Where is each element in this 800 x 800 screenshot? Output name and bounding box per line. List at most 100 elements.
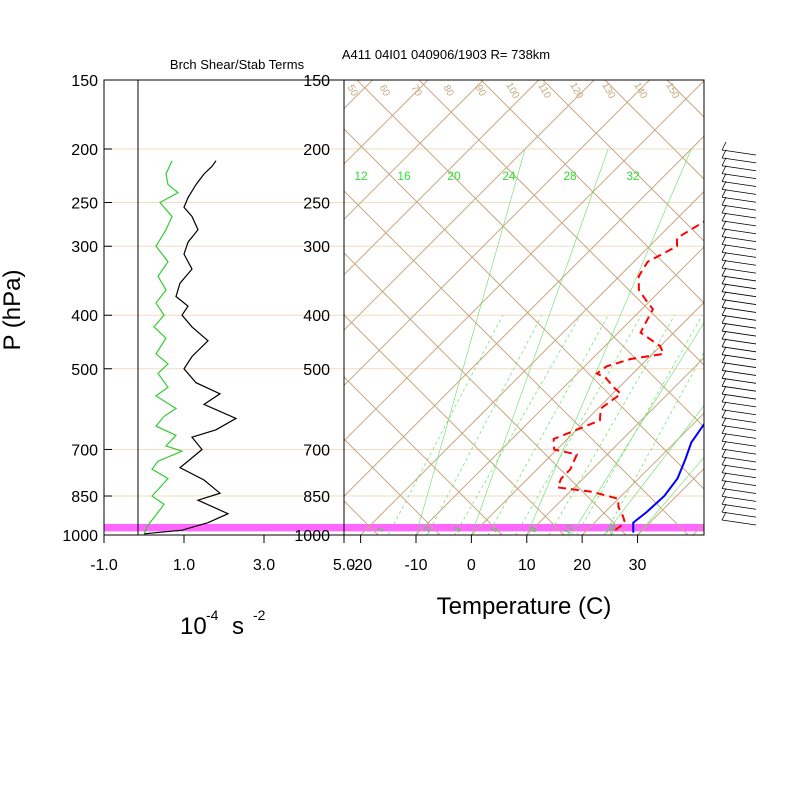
isotherm: [748, 80, 800, 535]
isotherm: [581, 412, 704, 535]
left-x-tick-label: 5.0: [333, 557, 355, 574]
barb-flag: [721, 283, 727, 292]
wind-barb: [721, 362, 757, 376]
adiabat-label: 150: [663, 81, 681, 101]
barb-shaft: [721, 149, 757, 156]
barb-shaft: [721, 188, 757, 195]
isotherm: [471, 301, 704, 535]
wind-barb: [721, 456, 757, 471]
barb-shaft: [721, 354, 757, 361]
wind-barb: [721, 322, 757, 337]
barb-shaft: [721, 393, 757, 400]
left-plot: [143, 160, 238, 535]
wind-barb: [721, 496, 757, 510]
left-p-label: 700: [71, 442, 98, 459]
wind-barb: [721, 448, 757, 463]
wind-barb: [721, 283, 757, 298]
barb-shaft: [721, 346, 757, 353]
barb-shaft: [721, 480, 757, 487]
dry-adiabat: [344, 438, 441, 535]
barb-shaft: [721, 322, 757, 329]
dry-adiabat: [344, 376, 503, 535]
wind-barb: [721, 433, 757, 447]
wind-barb: [721, 393, 757, 408]
barb-flag: [721, 346, 727, 355]
wind-barb: [721, 488, 757, 502]
isotherm: [360, 190, 704, 535]
barb-shaft: [721, 495, 757, 502]
barb-shaft: [721, 330, 757, 337]
wind-barb: [721, 299, 757, 313]
barb-flag: [721, 275, 727, 285]
barb-shaft: [721, 456, 757, 463]
barb-shaft: [721, 267, 757, 274]
wind-barb: [721, 236, 757, 250]
barb-flag: [721, 173, 727, 182]
barb-flag: [721, 464, 727, 473]
left-p-label: 1000: [62, 528, 98, 545]
barb-shaft: [721, 299, 757, 305]
barb-flag: [721, 315, 727, 324]
left-x-tick-label: 3.0: [253, 557, 275, 574]
barb-flag: [721, 354, 727, 363]
wind-barb: [721, 244, 757, 258]
right-x-tick-label: 10: [518, 557, 536, 574]
isotherm: [0, 80, 206, 535]
mixing-bottom-label: 8: [528, 525, 539, 534]
wind-barb: [721, 480, 757, 494]
dry-adiabat: [0, 80, 254, 535]
barb-flag: [721, 456, 727, 466]
barb-shaft: [721, 251, 757, 258]
barb-shaft: [721, 283, 757, 290]
barb-flag: [721, 291, 727, 300]
barb-shaft: [721, 488, 757, 494]
left-series-1: [143, 160, 184, 535]
adiabat-label: 130: [599, 81, 617, 101]
left-p-label: 400: [71, 308, 98, 325]
wind-barb: [721, 385, 757, 400]
left-p-label: 250: [71, 196, 98, 213]
mixing-bottom-label: 3: [452, 525, 463, 534]
mixing-top-label: 16: [397, 169, 411, 183]
barb-flag: [721, 472, 727, 481]
surface-band-rect: [104, 523, 704, 532]
left-x-axis-label: 10 -4 s -2: [180, 607, 266, 640]
barb-flag: [721, 259, 727, 269]
barb-flag: [721, 181, 727, 190]
wind-barb: [721, 425, 757, 439]
dry-adiabat: [729, 80, 800, 535]
barb-flag: [721, 299, 727, 308]
barb-shaft: [721, 259, 757, 266]
dry-adiabat: [344, 128, 704, 490]
mixing-bottom-label: 5: [489, 525, 500, 534]
barb-shaft: [721, 440, 757, 447]
dry-adiabat: [344, 314, 565, 535]
wind-barb: [721, 181, 757, 195]
x-label-unit: s: [232, 613, 244, 640]
dry-adiabat: [480, 80, 704, 304]
barb-flag: [721, 385, 727, 395]
isotherm: [344, 135, 704, 497]
left-p-label: 850: [71, 489, 98, 506]
mixing-ratio-line: [604, 351, 704, 535]
surface-band: [104, 523, 704, 532]
barb-flag: [721, 370, 727, 379]
wind-barb: [721, 291, 757, 305]
wind-barb: [721, 141, 757, 156]
barb-shaft: [721, 472, 757, 479]
barb-flag: [721, 330, 727, 340]
wind-barb: [721, 377, 757, 392]
barb-flag: [721, 480, 727, 489]
barb-shaft: [721, 385, 757, 392]
barb-flag: [721, 149, 727, 159]
dry-adiabat: [791, 80, 800, 535]
wind-barb: [721, 315, 757, 329]
barb-flag: [721, 228, 727, 237]
barb-shaft: [721, 338, 757, 345]
adiabat-label: 60: [377, 83, 392, 99]
barb-flag: [721, 448, 727, 458]
wind-barb: [721, 503, 757, 518]
barb-shaft: [721, 370, 757, 376]
barb-shaft: [721, 448, 757, 455]
